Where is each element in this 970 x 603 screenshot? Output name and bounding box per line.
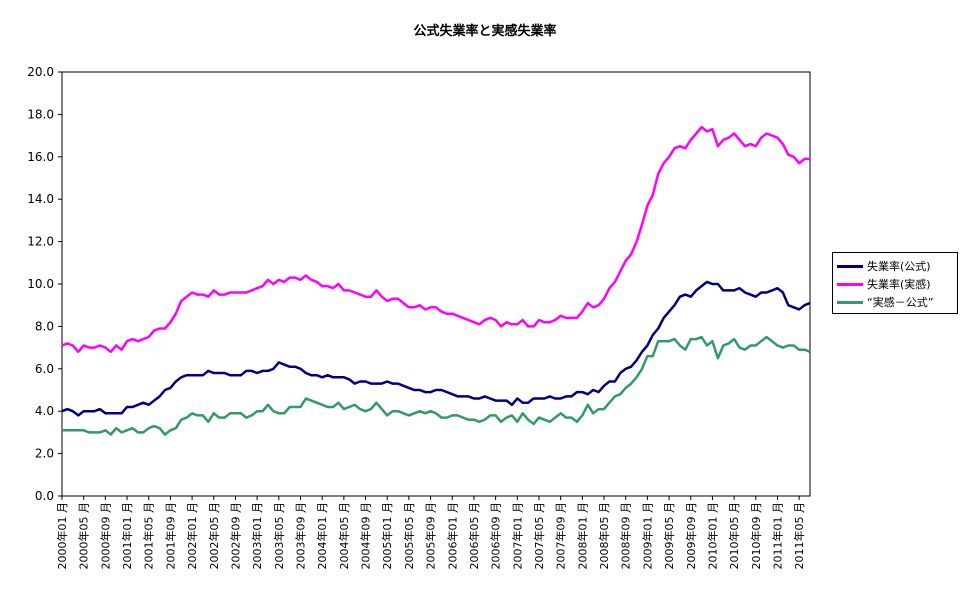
plot-area [61,71,811,497]
series-lines [61,125,811,436]
x-tick-label: 2008年09 月 [619,502,633,570]
chart-title: 公式失業率と実感失業率 [413,24,557,39]
x-tick-label: 2003年01 月 [250,502,264,570]
x-tick-label: 2003年09 月 [293,502,307,570]
x-tick-labels: 2000年01 月 2000年05 月 2000年09 月 2001年01 月 2001… [55,502,806,570]
legend-label-difference: “実感－公式” [867,296,934,309]
legend-swatch-difference [837,300,863,304]
y-tick-label: 10.0 [27,277,54,291]
x-tick-label: 2005年09 月 [424,502,438,570]
x-tick-label: 2001年09 月 [163,502,177,570]
axes [58,71,811,500]
legend-item-official: 失業率(公式) [837,257,953,275]
legend-label-official: 失業率(公式) [867,260,931,273]
y-tick-label: 12.0 [27,235,54,249]
y-tick-label: 0.0 [35,489,54,503]
x-tick-label: 2009年09 月 [684,502,698,570]
x-tick-label: 2008年05 月 [597,502,611,570]
y-tick-label: 14.0 [27,192,54,206]
y-tick-label: 16.0 [27,150,54,164]
legend-swatch-official [837,264,863,268]
x-tick-label: 2005年05 月 [402,502,416,570]
x-tick-label: 2006年09 月 [489,502,503,570]
x-tick-label: 2006年01 月 [445,502,459,570]
x-tick-label: 2002年01 月 [185,502,199,570]
y-tick-label: 8.0 [35,319,54,333]
x-tick-label: 2002年09 月 [228,502,242,570]
x-tick-label: 2001年05 月 [142,502,156,570]
x-tick-label: 2005年01 月 [380,502,394,570]
x-tick-label: 2004年01 月 [315,502,329,570]
x-tick-label: 2007年09 月 [554,502,568,570]
x-tick-label: 2000年09 月 [98,502,112,570]
x-tick-label: 2010年01 月 [705,502,719,570]
y-tick-label: 18.0 [27,107,54,121]
legend-label-perceived: 失業率(実感) [867,278,931,291]
y-tick-labels: 0.0 2.0 4.0 6.0 8.0 10.0 12.0 14.0 16.0 18.0 20.0 [27,65,54,503]
series-line-perceived [61,125,810,354]
series-line-difference [62,335,811,436]
y-tick-label: 20.0 [27,65,54,79]
x-tick-label: 2004年05 月 [337,502,351,570]
x-tick-label: 2001年01 月 [120,502,134,570]
legend-swatch-perceived [837,282,863,286]
legend: 失業率(公式) 失業率(実感) “実感－公式” [832,252,958,314]
y-tick-label: 6.0 [35,362,54,376]
y-tick-label: 2.0 [35,447,54,461]
x-tick-label: 2000年01 月 [55,502,69,570]
x-tick-label: 2002年05 月 [207,502,221,570]
legend-item-difference: “実感－公式” [837,293,953,311]
x-tick-label: 2010年09 月 [749,502,763,570]
x-tick-label: 2009年05 月 [662,502,676,570]
x-tick-label: 2011年05 月 [792,502,806,570]
x-tick-label: 2010年05 月 [727,502,741,570]
x-tick-label: 2006年05 月 [467,502,481,570]
x-tick-label: 2007年05 月 [532,502,546,570]
x-tick-label: 2008年01 月 [575,502,589,570]
series-line-official [61,280,811,417]
x-tick-label: 2009年01 月 [640,502,654,570]
x-tick-label: 2004年09 月 [359,502,373,570]
x-tick-label: 2003年05 月 [272,502,286,570]
y-tick-label: 4.0 [35,404,54,418]
x-tick-label: 2000年05 月 [77,502,91,570]
legend-item-perceived: 失業率(実感) [837,275,953,293]
x-tick-label: 2011年01 月 [770,502,784,570]
x-tick-label: 2007年01 月 [510,502,524,570]
